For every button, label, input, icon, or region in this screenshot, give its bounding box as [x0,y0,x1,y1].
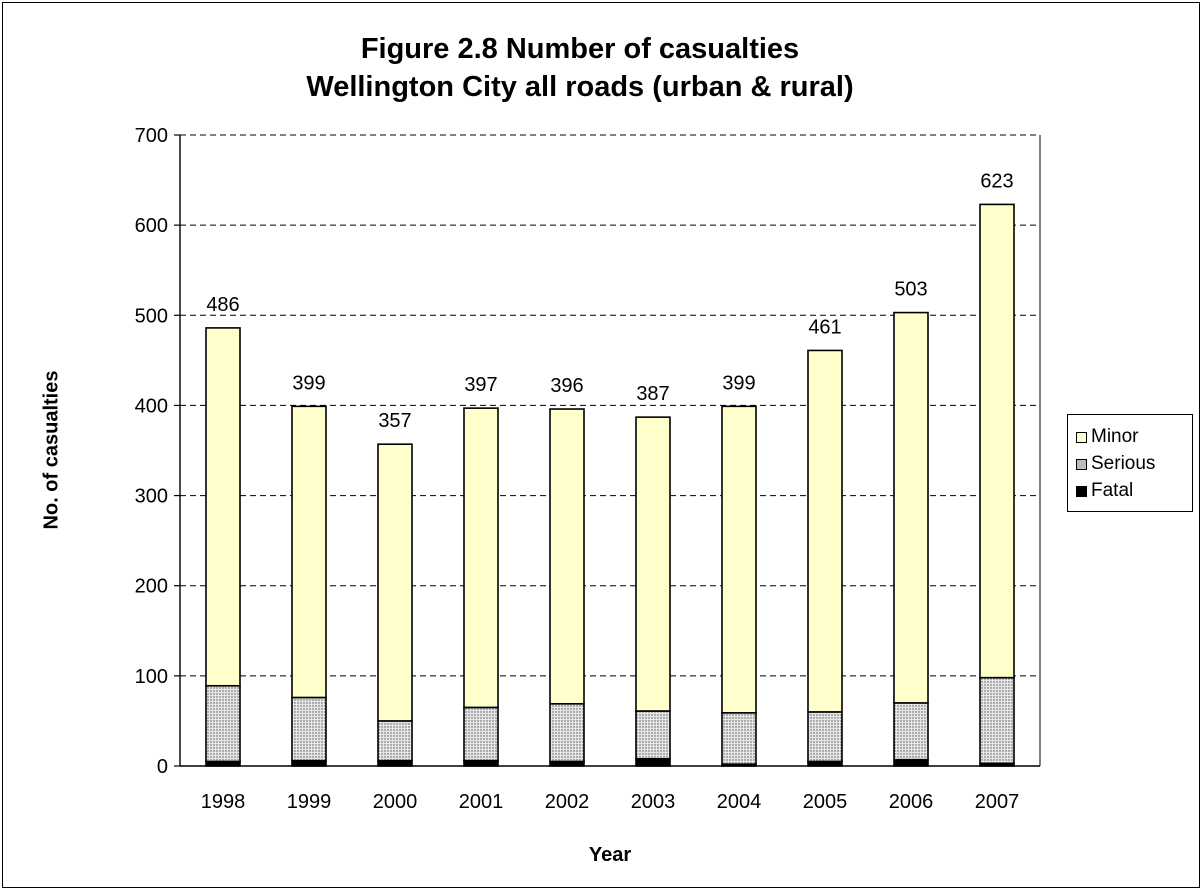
bar-fatal-2000 [378,761,412,766]
bar-serious-2002 [550,704,584,762]
bar-serious-2004 [722,713,756,764]
bar-serious-2001 [464,707,498,760]
y-tick-label: 0 [157,756,168,778]
bar-serious-2007 [980,678,1014,764]
legend: Minor Serious Fatal [1067,414,1193,512]
bar-minor-2002 [550,409,584,704]
x-tick-label: 2006 [889,791,934,813]
legend-item-minor: Minor [1076,425,1139,449]
legend-swatch-fatal [1076,486,1087,497]
bar-minor-2003 [636,417,670,711]
data-label-total-2006: 503 [894,279,927,301]
x-tick-label: 2007 [975,791,1020,813]
data-label-total-2001: 397 [464,374,497,396]
data-label-total-1998: 486 [206,294,239,316]
legend-item-fatal: Fatal [1076,479,1133,503]
data-label-total-2002: 396 [550,375,583,397]
data-label-total-2004: 399 [722,372,755,394]
y-tick-label: 100 [135,666,168,688]
x-tick-label: 2004 [717,791,762,813]
data-label-total-2005: 461 [808,316,841,338]
x-tick-label: 2001 [459,791,504,813]
legend-label-serious: Serious [1091,453,1155,475]
bar-minor-1998 [206,328,240,686]
bar-minor-2004 [722,406,756,712]
x-tick-label: 1999 [287,791,332,813]
y-tick-label: 300 [135,486,168,508]
bar-minor-2007 [980,204,1014,677]
bar-serious-2003 [636,711,670,759]
legend-swatch-serious [1076,459,1087,470]
bar-fatal-2001 [464,761,498,766]
data-label-total-2000: 357 [378,410,411,432]
x-tick-label: 1998 [201,791,246,813]
x-tick-label: 2000 [373,791,418,813]
bar-serious-1998 [206,686,240,762]
bar-serious-2000 [378,721,412,761]
bar-fatal-1999 [292,761,326,766]
y-tick-label: 700 [135,125,168,147]
x-tick-label: 2003 [631,791,676,813]
legend-item-serious: Serious [1076,452,1155,476]
y-tick-label: 600 [135,215,168,237]
y-tick-label: 500 [135,305,168,327]
y-tick-label: 200 [135,576,168,598]
bar-serious-2005 [808,712,842,762]
data-label-total-2007: 623 [980,170,1013,192]
bar-serious-2006 [894,703,928,760]
bar-minor-2005 [808,350,842,711]
bar-fatal-2006 [894,760,928,766]
bar-minor-2000 [378,444,412,721]
legend-label-fatal: Fatal [1091,480,1133,502]
bar-serious-1999 [292,697,326,760]
data-label-total-1999: 399 [292,372,325,394]
bar-minor-1999 [292,406,326,697]
data-label-total-2003: 387 [636,383,669,405]
legend-label-minor: Minor [1091,426,1139,448]
x-tick-label: 2005 [803,791,848,813]
bar-minor-2001 [464,408,498,707]
legend-swatch-minor [1076,432,1087,443]
x-tick-label: 2002 [545,791,590,813]
y-tick-label: 400 [135,395,168,417]
bar-minor-2006 [894,313,928,703]
bar-fatal-2003 [636,759,670,766]
